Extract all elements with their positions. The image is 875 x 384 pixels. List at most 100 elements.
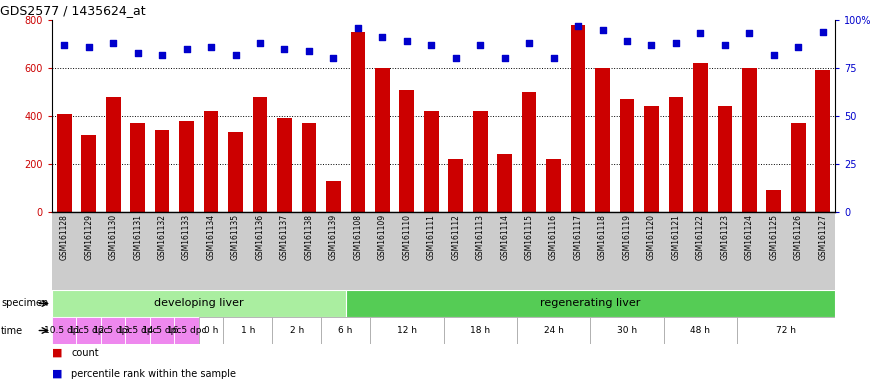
Bar <box>400 89 414 212</box>
Bar <box>791 123 806 212</box>
Bar <box>150 317 174 344</box>
Bar <box>522 92 536 212</box>
Point <box>400 38 414 44</box>
Bar <box>346 290 835 317</box>
Bar <box>228 132 243 212</box>
Text: GSM161120: GSM161120 <box>647 214 656 260</box>
Bar <box>155 131 170 212</box>
Bar <box>76 317 101 344</box>
Point <box>424 42 438 48</box>
Text: GSM161130: GSM161130 <box>108 214 117 260</box>
Point <box>669 40 683 46</box>
Text: GSM161128: GSM161128 <box>60 214 69 260</box>
Text: GSM161123: GSM161123 <box>720 214 730 260</box>
Bar <box>497 154 512 212</box>
Text: GSM161125: GSM161125 <box>769 214 779 260</box>
Point <box>375 34 389 40</box>
Bar <box>595 68 610 212</box>
Point <box>718 42 732 48</box>
Bar <box>179 121 194 212</box>
Text: GSM161111: GSM161111 <box>427 214 436 260</box>
Text: GSM161134: GSM161134 <box>206 214 215 260</box>
Text: percentile rank within the sample: percentile rank within the sample <box>71 369 236 379</box>
Point <box>326 55 340 61</box>
Text: 14.5 dpc: 14.5 dpc <box>143 326 182 335</box>
Bar <box>321 317 370 344</box>
Text: 12 h: 12 h <box>396 326 416 335</box>
Text: GSM161113: GSM161113 <box>476 214 485 260</box>
Text: count: count <box>71 348 99 358</box>
Text: specimen: specimen <box>1 298 48 308</box>
Bar <box>546 159 561 212</box>
Bar <box>106 97 121 212</box>
Bar <box>81 135 96 212</box>
Bar <box>302 123 316 212</box>
Text: GSM161126: GSM161126 <box>794 214 802 260</box>
Bar <box>272 317 321 344</box>
Point <box>571 23 585 29</box>
Text: GSM161117: GSM161117 <box>574 214 583 260</box>
Text: GSM161136: GSM161136 <box>255 214 264 260</box>
Bar <box>375 68 389 212</box>
Point <box>816 28 829 35</box>
Text: 12.5 dpc: 12.5 dpc <box>94 326 133 335</box>
Text: 24 h: 24 h <box>543 326 564 335</box>
Bar <box>737 317 835 344</box>
Text: 2 h: 2 h <box>290 326 304 335</box>
Bar <box>101 317 125 344</box>
Bar <box>668 97 683 212</box>
Text: GSM161137: GSM161137 <box>280 214 289 260</box>
Point <box>277 46 291 52</box>
Point <box>155 51 169 58</box>
Point <box>130 50 144 56</box>
Point <box>228 51 242 58</box>
Text: GSM161119: GSM161119 <box>622 214 632 260</box>
Text: 48 h: 48 h <box>690 326 710 335</box>
Point <box>449 55 463 61</box>
Text: GSM161124: GSM161124 <box>745 214 754 260</box>
Bar <box>693 63 708 212</box>
Text: GSM161138: GSM161138 <box>304 214 313 260</box>
Text: 10.5 dpc: 10.5 dpc <box>45 326 84 335</box>
Bar <box>52 317 76 344</box>
Text: GDS2577 / 1435624_at: GDS2577 / 1435624_at <box>0 5 145 17</box>
Bar <box>223 317 272 344</box>
Bar <box>199 317 223 344</box>
Bar <box>816 70 830 212</box>
Text: GSM161110: GSM161110 <box>402 214 411 260</box>
Text: 18 h: 18 h <box>470 326 490 335</box>
Bar <box>570 25 585 212</box>
Text: ■: ■ <box>52 369 62 379</box>
Bar <box>664 317 737 344</box>
Text: GSM161115: GSM161115 <box>525 214 534 260</box>
Text: developing liver: developing liver <box>154 298 243 308</box>
Text: GSM161133: GSM161133 <box>182 214 191 260</box>
Text: 30 h: 30 h <box>617 326 637 335</box>
Point <box>791 44 805 50</box>
Bar <box>766 190 781 212</box>
Bar <box>326 181 340 212</box>
Point <box>473 42 487 48</box>
Bar <box>253 97 268 212</box>
Text: GSM161114: GSM161114 <box>500 214 509 260</box>
Bar <box>174 317 199 344</box>
Point <box>766 51 780 58</box>
Point <box>522 40 536 46</box>
Text: GSM161109: GSM161109 <box>378 214 387 260</box>
Text: 0 h: 0 h <box>204 326 218 335</box>
Bar <box>517 317 591 344</box>
Text: GSM161129: GSM161129 <box>84 214 94 260</box>
Text: time: time <box>1 326 23 336</box>
Point <box>620 38 634 44</box>
Text: GSM161127: GSM161127 <box>818 214 827 260</box>
Text: GSM161116: GSM161116 <box>550 214 558 260</box>
Text: GSM161112: GSM161112 <box>452 214 460 260</box>
Bar <box>444 317 517 344</box>
Bar <box>204 111 219 212</box>
Bar <box>351 32 365 212</box>
Bar <box>370 317 444 344</box>
Bar <box>57 114 72 212</box>
Bar <box>424 111 438 212</box>
Point <box>742 30 756 36</box>
Bar <box>125 317 150 344</box>
